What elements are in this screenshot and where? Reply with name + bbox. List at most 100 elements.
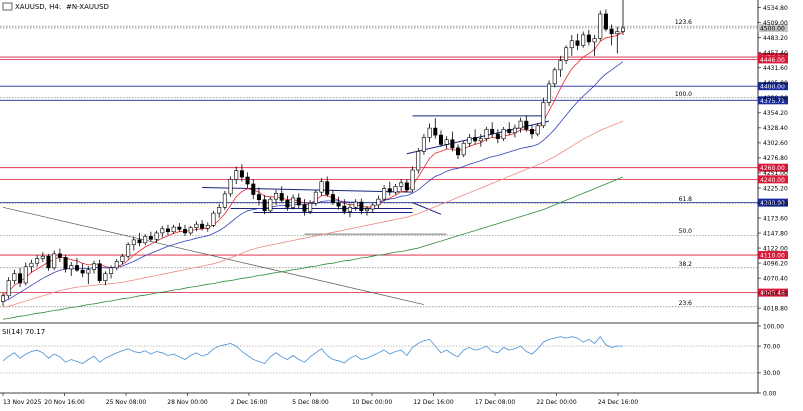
level-price-tag <box>758 82 788 91</box>
candle-body <box>12 273 17 281</box>
price-tick-label: 4251.00 <box>763 170 788 177</box>
candle <box>183 224 188 236</box>
si-line <box>2 336 624 364</box>
candle-body <box>478 138 483 142</box>
candle-body <box>507 128 512 134</box>
candle <box>410 166 415 193</box>
candle <box>80 263 85 278</box>
time-tick-label: 13 Nov 2025 <box>3 399 42 406</box>
price-tick-label: 4173.60 <box>763 215 788 222</box>
candle <box>370 202 375 214</box>
candle-body <box>438 134 443 145</box>
chart-header: XAUUSD, H4: #N-XAUUSD <box>2 2 109 11</box>
candle-body <box>239 170 244 178</box>
candle <box>234 166 239 184</box>
candle <box>416 147 421 174</box>
time-tick-label: 2 Dec 16:00 <box>231 399 268 406</box>
candle-body <box>427 127 432 138</box>
candle <box>598 10 603 41</box>
fib-level-label: 38.2 <box>679 261 693 268</box>
candle-body <box>609 28 614 35</box>
candle <box>529 124 534 139</box>
candle-body <box>148 236 153 240</box>
time-tick-label: 22 Dec 00:00 <box>536 399 577 406</box>
candle <box>143 234 148 246</box>
candle-body <box>387 188 392 193</box>
level-price-label: 4260.00 <box>760 165 785 172</box>
candle-body <box>46 255 51 269</box>
candle-body <box>154 232 159 240</box>
candle <box>12 269 17 285</box>
candle <box>359 198 364 215</box>
candle-body <box>114 261 119 269</box>
candle-body <box>302 204 307 212</box>
candle <box>467 133 472 147</box>
level-price-tag <box>758 251 788 260</box>
candle-body <box>615 31 620 35</box>
candle-body <box>342 205 347 212</box>
candle <box>177 223 182 232</box>
candle-body <box>291 197 296 208</box>
candle <box>308 200 313 215</box>
candle <box>456 144 461 159</box>
time-tick-label: 12 Dec 16:00 <box>413 399 454 406</box>
candle <box>18 267 23 288</box>
candle-body <box>222 193 227 208</box>
candle-body <box>586 34 591 43</box>
candle-body <box>524 120 529 130</box>
candle-body <box>274 193 279 200</box>
candle-body <box>40 255 45 259</box>
candle-body <box>74 265 79 271</box>
candle <box>148 231 153 242</box>
fib-level-label: 23.6 <box>679 300 693 307</box>
candle-body <box>296 197 301 206</box>
candle <box>279 186 284 203</box>
candle <box>97 259 102 283</box>
candle <box>131 236 136 251</box>
candle-body <box>262 199 267 212</box>
candle <box>245 172 250 189</box>
candle-body <box>365 208 370 212</box>
candle <box>296 193 301 209</box>
candle <box>205 222 210 232</box>
candle-body <box>120 255 125 262</box>
candle <box>29 259 34 273</box>
candle <box>285 195 290 211</box>
candle <box>507 122 512 136</box>
candle <box>376 195 381 209</box>
candle <box>615 26 620 54</box>
candle-body <box>177 226 182 230</box>
candle <box>581 31 586 48</box>
candle <box>103 271 108 286</box>
si-panel: 100.00 70.00 30.00 0.00 <box>0 323 784 397</box>
candle-body <box>308 202 313 212</box>
candle-body <box>399 182 404 187</box>
candle-body <box>256 194 261 201</box>
candle <box>154 230 159 243</box>
candle <box>490 122 495 138</box>
candle-body <box>205 225 210 229</box>
candle <box>353 199 358 211</box>
candle-body <box>211 212 216 226</box>
candle <box>484 126 489 142</box>
candle <box>382 185 387 202</box>
si-tick-label: 30.00 <box>763 370 780 377</box>
level-price-tag <box>758 55 788 64</box>
symbol-description: #N-XAUUSD <box>66 3 109 11</box>
level-price-label: 4375.71 <box>760 98 785 105</box>
price-tick-label: 4405.80 <box>763 80 788 87</box>
level-price-label: 4110.00 <box>760 253 785 260</box>
candle <box>319 178 324 196</box>
candle <box>256 187 261 206</box>
level-price-label: 4045.46 <box>760 290 785 297</box>
candle-body <box>29 262 34 267</box>
symbol-icon[interactable] <box>2 2 13 11</box>
candle-body <box>80 269 85 274</box>
candles <box>0 0 626 307</box>
candle <box>137 232 142 247</box>
candle-body <box>92 263 97 270</box>
candle-body <box>319 181 324 193</box>
candle-body <box>495 133 500 139</box>
candle <box>438 130 443 147</box>
